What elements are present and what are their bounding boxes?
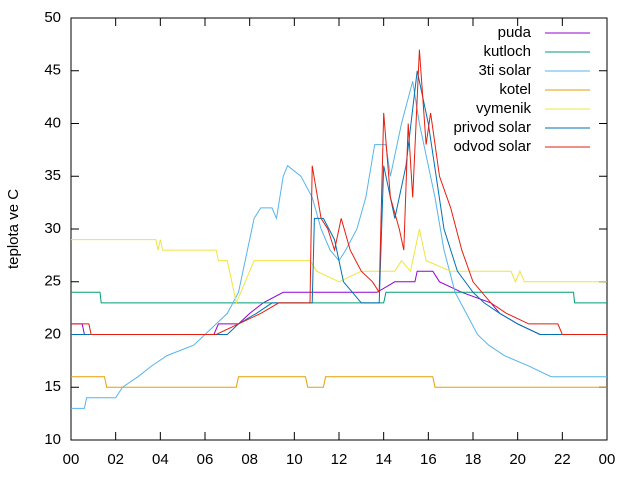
y-tick-label: 25 bbox=[44, 273, 61, 290]
legend-label: odvod solar bbox=[453, 138, 531, 155]
legend-label: kutloch bbox=[483, 43, 531, 60]
x-tick-label: 14 bbox=[375, 451, 392, 468]
data-line bbox=[71, 81, 607, 409]
y-tick-label: 15 bbox=[44, 378, 61, 395]
legend-label: puda bbox=[498, 24, 532, 41]
x-tick-label: 18 bbox=[465, 451, 482, 468]
legend-label: 3ti solar bbox=[478, 62, 531, 79]
data-line bbox=[71, 228, 607, 305]
x-tick-label: 00 bbox=[63, 451, 80, 468]
y-tick-label: 35 bbox=[44, 167, 61, 184]
data-line bbox=[71, 376, 607, 388]
x-tick-label: 22 bbox=[554, 451, 571, 468]
y-tick-label: 30 bbox=[44, 220, 61, 237]
x-tick-label: 00 bbox=[599, 451, 616, 468]
x-tick-label: 16 bbox=[420, 451, 437, 468]
y-tick-label: 45 bbox=[44, 62, 61, 79]
data-line bbox=[71, 49, 607, 335]
x-tick-label: 06 bbox=[197, 451, 214, 468]
x-tick-label: 08 bbox=[241, 451, 258, 468]
y-axis-label: teplota ve C bbox=[5, 189, 22, 269]
legend-label: vymenik bbox=[476, 100, 532, 117]
x-tick-label: 20 bbox=[509, 451, 526, 468]
y-tick-label: 50 bbox=[44, 9, 61, 26]
legend-label: kotel bbox=[499, 81, 531, 98]
x-tick-label: 04 bbox=[152, 451, 169, 468]
y-tick-label: 40 bbox=[44, 114, 61, 131]
data-line bbox=[71, 291, 607, 304]
plot-border bbox=[70, 17, 608, 441]
y-tick-label: 20 bbox=[44, 325, 61, 342]
x-tick-label: 12 bbox=[331, 451, 348, 468]
x-tick-label: 02 bbox=[107, 451, 124, 468]
legend-label: privod solar bbox=[453, 119, 531, 136]
x-tick-label: 10 bbox=[286, 451, 303, 468]
data-line bbox=[71, 270, 607, 335]
y-tick-label: 10 bbox=[44, 431, 61, 448]
